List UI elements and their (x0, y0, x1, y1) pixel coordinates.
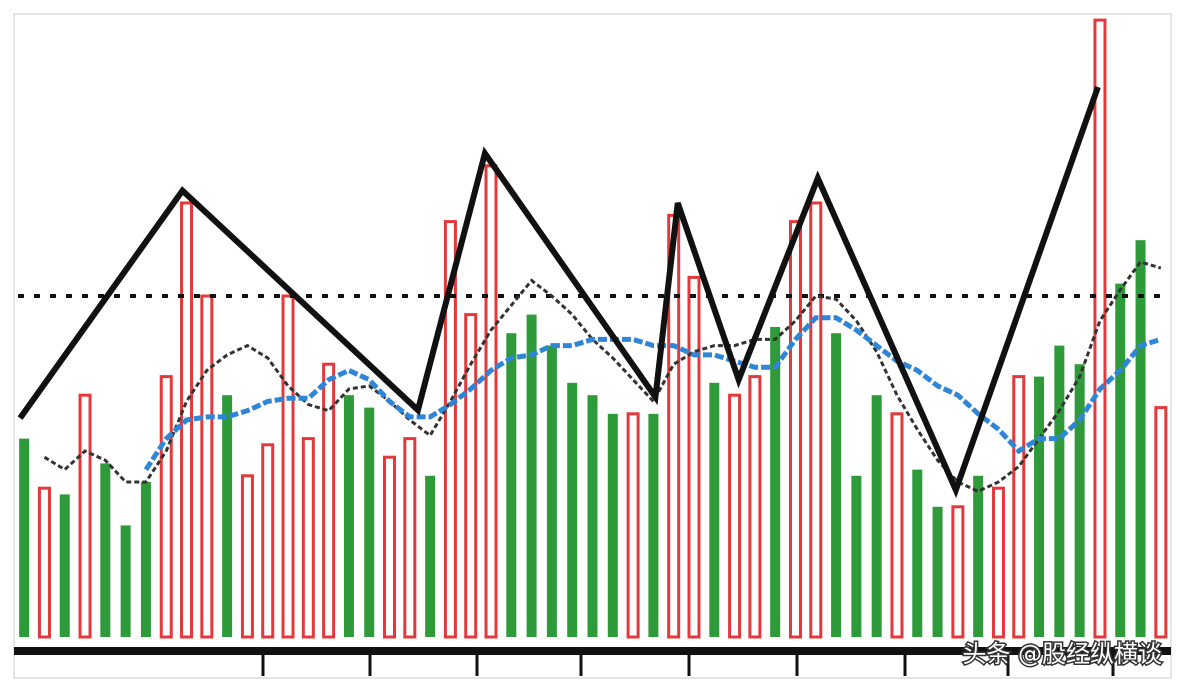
bar (973, 475, 984, 637)
bar (506, 333, 517, 637)
bar (464, 313, 478, 639)
bar (890, 412, 904, 639)
bar (851, 475, 862, 637)
bar (240, 474, 254, 639)
bar (261, 443, 275, 639)
bar (648, 413, 659, 637)
bar (809, 201, 823, 639)
line (143, 315, 1162, 471)
bar (383, 455, 397, 639)
bar (728, 393, 742, 639)
bar (281, 294, 295, 639)
bar (322, 362, 336, 639)
bar (59, 494, 70, 637)
watermark: 头条 @股经纵横谈 (962, 640, 1162, 668)
bar (546, 345, 557, 637)
bar (364, 407, 375, 637)
bar (1012, 375, 1026, 639)
bar (403, 437, 417, 639)
bar (222, 395, 233, 637)
bar (709, 382, 720, 637)
bar (120, 525, 131, 637)
bar (100, 463, 111, 637)
bar (932, 506, 943, 637)
bottom-strip (14, 647, 1171, 676)
bar (951, 505, 965, 639)
bar (1054, 345, 1065, 637)
bar (37, 486, 51, 639)
bar (770, 327, 781, 637)
bar (567, 382, 578, 637)
line (43, 260, 1162, 493)
bar (1074, 364, 1085, 637)
bar (19, 438, 30, 637)
bar (788, 220, 802, 639)
bar (607, 413, 618, 637)
bar (687, 275, 701, 639)
bar (587, 395, 598, 637)
bar (78, 393, 92, 639)
bar (484, 164, 498, 639)
bar (301, 437, 315, 639)
bar (912, 469, 923, 637)
bar (831, 333, 842, 637)
bar (343, 395, 354, 637)
bar (425, 475, 436, 637)
line (17, 86, 1101, 499)
bar (871, 395, 882, 637)
bar (748, 375, 762, 639)
bar (1135, 240, 1146, 637)
bar (1154, 406, 1168, 639)
bar (443, 220, 457, 639)
bar (140, 482, 151, 637)
bar (200, 294, 214, 639)
bar (626, 412, 640, 639)
bar (526, 314, 537, 637)
bar (159, 375, 173, 639)
bar (1093, 18, 1107, 639)
bar (1034, 376, 1045, 637)
bar (991, 486, 1005, 639)
bar (1115, 283, 1126, 637)
